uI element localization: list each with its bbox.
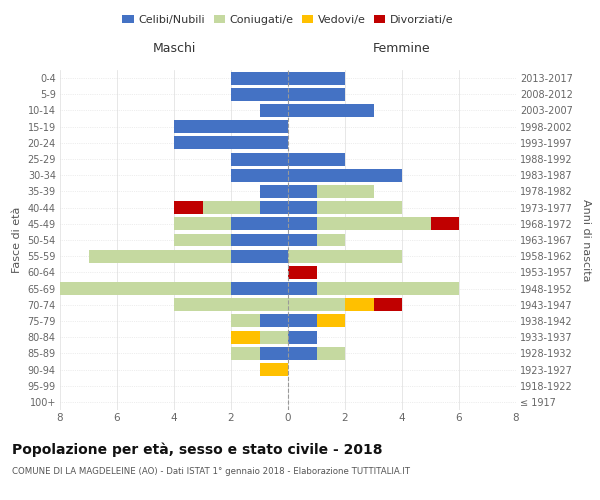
Bar	[231, 88, 288, 101]
Bar	[317, 282, 459, 295]
Bar	[317, 234, 345, 246]
Bar	[260, 363, 288, 376]
Bar	[231, 234, 288, 246]
Bar	[288, 88, 345, 101]
Text: Maschi: Maschi	[152, 42, 196, 55]
Bar	[288, 72, 345, 85]
Y-axis label: Fasce di età: Fasce di età	[12, 207, 22, 273]
Bar	[288, 201, 317, 214]
Bar	[203, 201, 260, 214]
Bar	[174, 201, 203, 214]
Bar	[288, 314, 317, 328]
Bar	[60, 282, 231, 295]
Bar	[288, 169, 402, 181]
Bar	[260, 347, 288, 360]
Bar	[231, 169, 288, 181]
Bar	[260, 314, 288, 328]
Bar	[288, 250, 402, 262]
Bar	[288, 266, 317, 279]
Bar	[89, 250, 231, 262]
Bar	[231, 347, 260, 360]
Bar	[288, 185, 317, 198]
Bar	[288, 152, 345, 166]
Bar	[174, 120, 288, 133]
Bar	[231, 72, 288, 85]
Bar	[231, 250, 288, 262]
Bar	[288, 282, 317, 295]
Bar	[260, 330, 288, 344]
Bar	[174, 298, 288, 311]
Bar	[288, 104, 373, 117]
Bar	[231, 314, 260, 328]
Bar	[174, 234, 231, 246]
Bar	[345, 298, 373, 311]
Y-axis label: Anni di nascita: Anni di nascita	[581, 198, 592, 281]
Bar	[260, 104, 288, 117]
Text: COMUNE DI LA MAGDELEINE (AO) - Dati ISTAT 1° gennaio 2018 - Elaborazione TUTTITA: COMUNE DI LA MAGDELEINE (AO) - Dati ISTA…	[12, 468, 410, 476]
Bar	[317, 201, 402, 214]
Bar	[373, 298, 402, 311]
Bar	[231, 218, 288, 230]
Bar	[260, 185, 288, 198]
Bar	[431, 218, 459, 230]
Bar	[317, 218, 431, 230]
Bar	[231, 330, 260, 344]
Bar	[288, 298, 345, 311]
Bar	[317, 314, 345, 328]
Bar	[174, 218, 231, 230]
Bar	[260, 201, 288, 214]
Bar	[288, 330, 317, 344]
Bar	[288, 218, 317, 230]
Text: Popolazione per età, sesso e stato civile - 2018: Popolazione per età, sesso e stato civil…	[12, 442, 383, 457]
Bar	[288, 347, 317, 360]
Bar	[231, 152, 288, 166]
Bar	[317, 347, 345, 360]
Legend: Celibi/Nubili, Coniugati/e, Vedovi/e, Divorziati/e: Celibi/Nubili, Coniugati/e, Vedovi/e, Di…	[118, 10, 458, 29]
Bar	[231, 282, 288, 295]
Text: Femmine: Femmine	[373, 42, 431, 55]
Bar	[288, 234, 317, 246]
Bar	[174, 136, 288, 149]
Bar	[317, 185, 373, 198]
